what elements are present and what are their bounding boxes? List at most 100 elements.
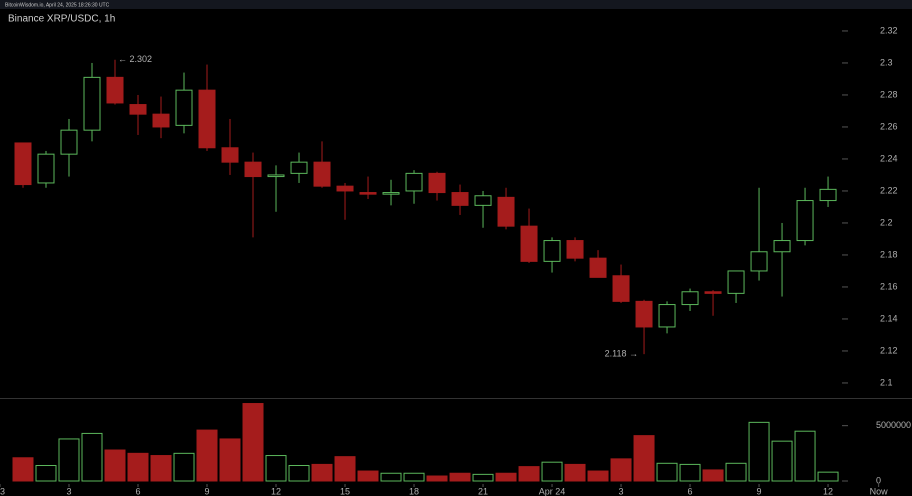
candle-body <box>37 153 55 184</box>
candle-body <box>635 300 653 328</box>
candle-body <box>244 161 262 178</box>
candle-body <box>106 76 124 104</box>
y-tick-label: 2.3 <box>880 57 893 67</box>
candle-body <box>727 270 745 294</box>
x-tick-label: 3 <box>66 486 71 496</box>
x-tick-label: 23 <box>0 486 5 496</box>
volume-bar <box>173 452 195 482</box>
candle-body <box>543 240 561 262</box>
volume-bar <box>104 449 126 482</box>
candle-body <box>796 200 814 242</box>
y-tick-label: 2.2 <box>880 217 893 227</box>
volume-bar <box>495 472 517 482</box>
volume-bar <box>35 465 57 482</box>
candle-body <box>681 291 699 306</box>
y-tick-label: 2.28 <box>880 89 898 99</box>
volume-bar <box>679 463 701 482</box>
candle-body <box>773 240 791 253</box>
volume-bar <box>219 438 241 482</box>
candle-body <box>704 291 722 294</box>
header-text: BitcoinWisdom.io, April 24, 2025 18:26:3… <box>5 2 110 8</box>
volume-bar <box>426 475 448 482</box>
candle-body <box>405 172 423 192</box>
volume-bar <box>58 438 80 482</box>
volume-bar <box>242 403 264 482</box>
y-tick-label: 2.32 <box>880 25 898 35</box>
volume-bar <box>817 471 839 482</box>
x-tick-label: 9 <box>205 486 210 496</box>
candle-body <box>221 147 239 163</box>
volume-bar <box>564 463 586 482</box>
y-tick-label: 2.24 <box>880 153 898 163</box>
candle-body <box>83 76 101 131</box>
x-tick-label: 21 <box>478 486 488 496</box>
volume-bar <box>127 452 149 482</box>
volume-bar <box>748 421 770 482</box>
candle-body <box>60 129 78 155</box>
candle-body <box>428 172 446 194</box>
volume-bar <box>541 461 563 482</box>
volume-bar <box>587 470 609 482</box>
x-tick-label: 18 <box>409 486 419 496</box>
candle-body <box>658 304 676 328</box>
x-tick-label: 9 <box>757 486 762 496</box>
x-tick-label: 12 <box>823 486 833 496</box>
candle-body <box>612 275 630 302</box>
x-tick-label: Now <box>870 486 889 496</box>
volume-tick-label: 5000000 <box>876 420 911 430</box>
candle-body <box>290 161 308 174</box>
candle-body <box>520 225 538 262</box>
candle-body <box>152 113 170 128</box>
candle-body <box>819 188 837 202</box>
annotation: 2.118 → <box>605 349 638 359</box>
annotation: ← 2.302 <box>118 54 152 64</box>
candle-body <box>129 104 147 115</box>
y-tick-label: 2.16 <box>880 281 898 291</box>
volume-bar <box>150 455 172 482</box>
y-tick-label: 2.18 <box>880 249 898 259</box>
candle-body <box>382 192 400 195</box>
volume-bar <box>518 466 540 482</box>
volume-bar <box>380 472 402 482</box>
volume-bar <box>794 430 816 482</box>
volume-bar <box>771 440 793 482</box>
volume-bar <box>196 429 218 482</box>
candle-body <box>198 89 216 149</box>
volume-bar <box>633 435 655 482</box>
candle-body <box>497 196 515 227</box>
candle-body <box>566 240 584 259</box>
candle-body <box>267 174 285 178</box>
y-tick-label: 2.26 <box>880 121 898 131</box>
candle-body <box>336 185 354 192</box>
volume-bar <box>311 463 333 482</box>
volume-bar <box>725 462 747 482</box>
volume-bar <box>357 470 379 482</box>
header-bar <box>0 0 912 9</box>
volume-bar <box>656 462 678 482</box>
volume-bar <box>702 469 724 482</box>
volume-bar <box>472 473 494 482</box>
x-tick-label: 3 <box>619 486 624 496</box>
candle-body <box>451 192 469 206</box>
y-tick-label: 2.14 <box>880 313 898 323</box>
x-tick-label: 12 <box>271 486 281 496</box>
candle-body <box>589 257 607 278</box>
volume-tick-label: 0 <box>876 475 881 485</box>
candle-body <box>474 195 492 206</box>
volume-bar <box>12 457 34 482</box>
volume-bar <box>610 458 632 482</box>
candle-body <box>313 161 331 187</box>
candle-body <box>750 251 768 272</box>
volume-bar <box>288 465 310 482</box>
volume-bar <box>265 455 287 482</box>
volume-bar <box>334 456 356 482</box>
candle-body <box>14 142 32 186</box>
volume-bar <box>449 472 471 482</box>
volume-bar <box>403 472 425 482</box>
x-tick-label: 6 <box>688 486 693 496</box>
candle-body <box>175 89 193 126</box>
y-tick-label: 2.22 <box>880 185 898 195</box>
volume-bar <box>81 432 103 482</box>
